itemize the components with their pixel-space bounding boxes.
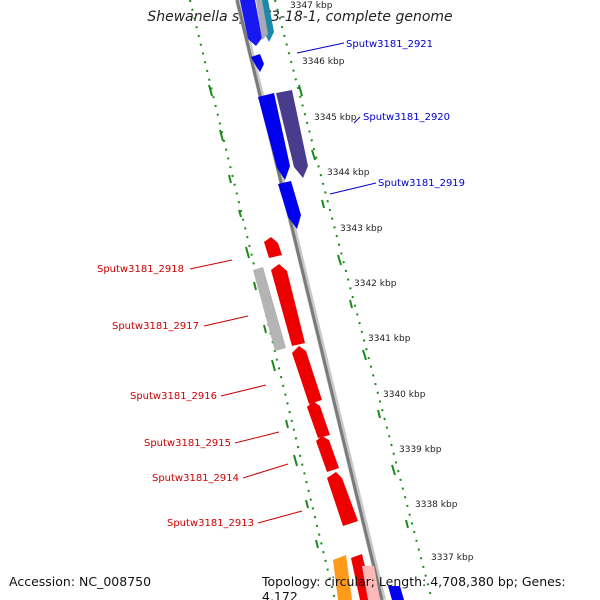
map-title: Shewanella sp. W3-18-1, complete genome <box>147 9 453 25</box>
gene-label-sputw3181-2920[interactable]: Sputw3181_2920 <box>363 112 450 123</box>
leader-sputw3181-2919 <box>329 182 377 195</box>
gc-dash <box>245 246 250 259</box>
gene-cds-sputw3181-2922[interactable] <box>240 0 262 46</box>
gc-dash <box>293 454 298 467</box>
reverse-strand-genes <box>253 237 404 600</box>
gc-dash <box>405 519 409 529</box>
ruler-label: 3345 kbp <box>314 113 357 123</box>
ruler-label: 3338 kbp <box>415 500 458 510</box>
gene-label-sputw3181-2918[interactable]: Sputw3181_2918 <box>97 264 184 275</box>
ruler-label: 3344 kbp <box>327 168 370 178</box>
gc-dash <box>208 84 213 97</box>
gene-cds-pink[interactable] <box>362 566 380 600</box>
gene-cds-sputw3181-2915[interactable] <box>307 401 330 438</box>
gc-dash <box>337 254 342 266</box>
gene-cds-sputw3181-2921[interactable] <box>251 54 264 72</box>
gene-cds-sputw3181-2913[interactable] <box>327 472 358 526</box>
ruler-label: 3341 kbp <box>368 334 411 344</box>
gene-cds-purple[interactable] <box>276 90 308 178</box>
gene-cds-sputw3181-2919[interactable] <box>278 181 301 229</box>
genome-summary-text: Topology: circular; Length: 4,708,380 bp… <box>262 574 566 600</box>
gc-dash <box>391 464 396 476</box>
leader-sputw3181-2917 <box>203 315 249 327</box>
leader-sputw3181-2914 <box>242 463 289 479</box>
leader-sputw3181-2920 <box>353 116 361 124</box>
backbone-line <box>235 0 384 600</box>
ruler-label: 3337 kbp <box>431 553 474 563</box>
gene-labels: Sputw3181_2921 Sputw3181_2920 Sputw3181_… <box>97 39 465 529</box>
gene-cds-sputw3181-2918[interactable] <box>264 237 282 258</box>
leader-sputw3181-2921 <box>296 42 345 54</box>
gc-dash <box>285 419 289 429</box>
gene-label-sputw3181-2921[interactable]: Sputw3181_2921 <box>346 39 433 50</box>
ruler-label: 3343 kbp <box>340 224 383 234</box>
gc-dash <box>305 499 309 509</box>
ruler-label: 3346 kbp <box>302 57 345 67</box>
gc-dashes <box>208 84 409 549</box>
gc-dash <box>253 281 257 291</box>
gc-dash <box>321 199 325 209</box>
ruler-label: 3347 kbp <box>290 1 333 11</box>
leader-sputw3181-2913 <box>257 510 303 524</box>
gene-cds-sputw3181-2917[interactable] <box>271 264 305 346</box>
gene-label-sputw3181-2917[interactable]: Sputw3181_2917 <box>112 321 199 332</box>
ruler-label: 3340 kbp <box>383 390 426 400</box>
gene-cds-sputw3181-2920[interactable] <box>258 93 290 180</box>
gene-cds-orange[interactable] <box>333 555 352 600</box>
gene-label-sputw3181-2915[interactable]: Sputw3181_2915 <box>144 438 231 449</box>
gene-label-sputw3181-2913[interactable]: Sputw3181_2913 <box>167 518 254 529</box>
label-leaders <box>189 42 377 524</box>
gc-track-inner <box>189 0 336 600</box>
gc-dash <box>271 359 276 372</box>
ruler-label: 3342 kbp <box>354 279 397 289</box>
gc-dash <box>219 129 224 142</box>
gene-cds-gray-top[interactable] <box>256 0 268 40</box>
gene-cds-sputw3181-2917-gray[interactable] <box>253 267 286 351</box>
gc-dash <box>238 209 242 218</box>
gc-dash <box>263 324 267 334</box>
leader-sputw3181-2918 <box>189 259 233 270</box>
gc-dash <box>315 539 319 549</box>
ruler-labels: 3347 kbp 3346 kbp 3345 kbp 3344 kbp 3343… <box>290 1 474 563</box>
gene-cds-sputw3181-2916[interactable] <box>292 346 322 404</box>
gene-label-sputw3181-2914[interactable]: Sputw3181_2914 <box>152 473 239 484</box>
gene-label-sputw3181-2916[interactable]: Sputw3181_2916 <box>130 391 217 402</box>
gc-dash <box>298 84 303 97</box>
gene-cds-bottom-blue[interactable] <box>388 586 404 600</box>
leader-sputw3181-2916 <box>220 384 267 397</box>
gene-cds-sputw3181-2914[interactable] <box>316 436 339 472</box>
leader-sputw3181-2915 <box>234 431 280 444</box>
gene-label-sputw3181-2919[interactable]: Sputw3181_2919 <box>378 178 465 189</box>
gc-dash <box>228 174 232 184</box>
gc-dash <box>377 409 381 419</box>
ruler-label: 3339 kbp <box>399 445 442 455</box>
gc-dash <box>349 299 353 309</box>
accession-text: Accession: NC_008750 <box>9 574 152 589</box>
forward-strand-genes <box>240 0 308 229</box>
gc-dash <box>311 149 316 161</box>
gc-dash <box>362 349 367 361</box>
